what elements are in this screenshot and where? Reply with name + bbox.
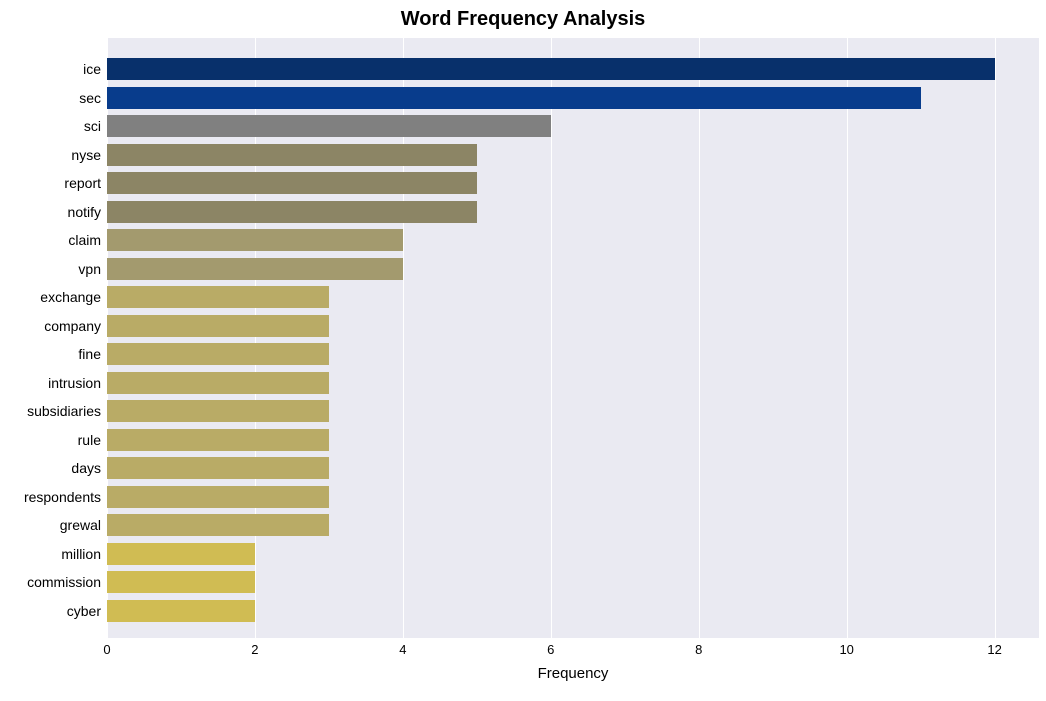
- plot-area: [107, 38, 1039, 638]
- x-tick-label: 12: [975, 642, 1015, 657]
- x-tick-label: 2: [235, 642, 275, 657]
- y-tick-label: notify: [1, 201, 101, 223]
- chart-title: Word Frequency Analysis: [0, 8, 1046, 31]
- y-tick-label: sci: [1, 115, 101, 137]
- x-tick-label: 10: [827, 642, 867, 657]
- y-tick-label: days: [1, 457, 101, 479]
- bar: [107, 372, 329, 394]
- x-tick-label: 0: [87, 642, 127, 657]
- bar: [107, 514, 329, 536]
- bar: [107, 172, 477, 194]
- grid-line: [699, 38, 700, 638]
- bar: [107, 486, 329, 508]
- bar: [107, 400, 329, 422]
- bar: [107, 343, 329, 365]
- y-tick-label: million: [1, 543, 101, 565]
- bar: [107, 429, 329, 451]
- bar: [107, 115, 551, 137]
- y-tick-label: ice: [1, 58, 101, 80]
- y-tick-label: commission: [1, 571, 101, 593]
- y-tick-label: company: [1, 315, 101, 337]
- bar: [107, 571, 255, 593]
- y-tick-label: cyber: [1, 600, 101, 622]
- chart-container: Word Frequency Analysis Frequency 0 2 4 6 8 1…: [0, 0, 1046, 701]
- bar: [107, 201, 477, 223]
- y-tick-label: grewal: [1, 514, 101, 536]
- y-tick-label: respondents: [1, 486, 101, 508]
- bar: [107, 286, 329, 308]
- y-tick-label: fine: [1, 343, 101, 365]
- y-tick-label: subsidiaries: [1, 400, 101, 422]
- grid-line: [995, 38, 996, 638]
- grid-line: [847, 38, 848, 638]
- x-axis-label: Frequency: [107, 665, 1039, 682]
- bar: [107, 258, 403, 280]
- bar: [107, 315, 329, 337]
- y-tick-label: sec: [1, 87, 101, 109]
- y-tick-label: intrusion: [1, 372, 101, 394]
- grid-line: [551, 38, 552, 638]
- bar: [107, 58, 995, 80]
- y-tick-label: exchange: [1, 286, 101, 308]
- y-tick-label: claim: [1, 229, 101, 251]
- bar: [107, 457, 329, 479]
- bar: [107, 229, 403, 251]
- bar: [107, 87, 921, 109]
- y-tick-label: report: [1, 172, 101, 194]
- bar: [107, 543, 255, 565]
- bar: [107, 600, 255, 622]
- y-tick-label: rule: [1, 429, 101, 451]
- y-tick-label: nyse: [1, 144, 101, 166]
- x-tick-label: 8: [679, 642, 719, 657]
- bar: [107, 144, 477, 166]
- x-tick-label: 6: [531, 642, 571, 657]
- x-tick-label: 4: [383, 642, 423, 657]
- y-tick-label: vpn: [1, 258, 101, 280]
